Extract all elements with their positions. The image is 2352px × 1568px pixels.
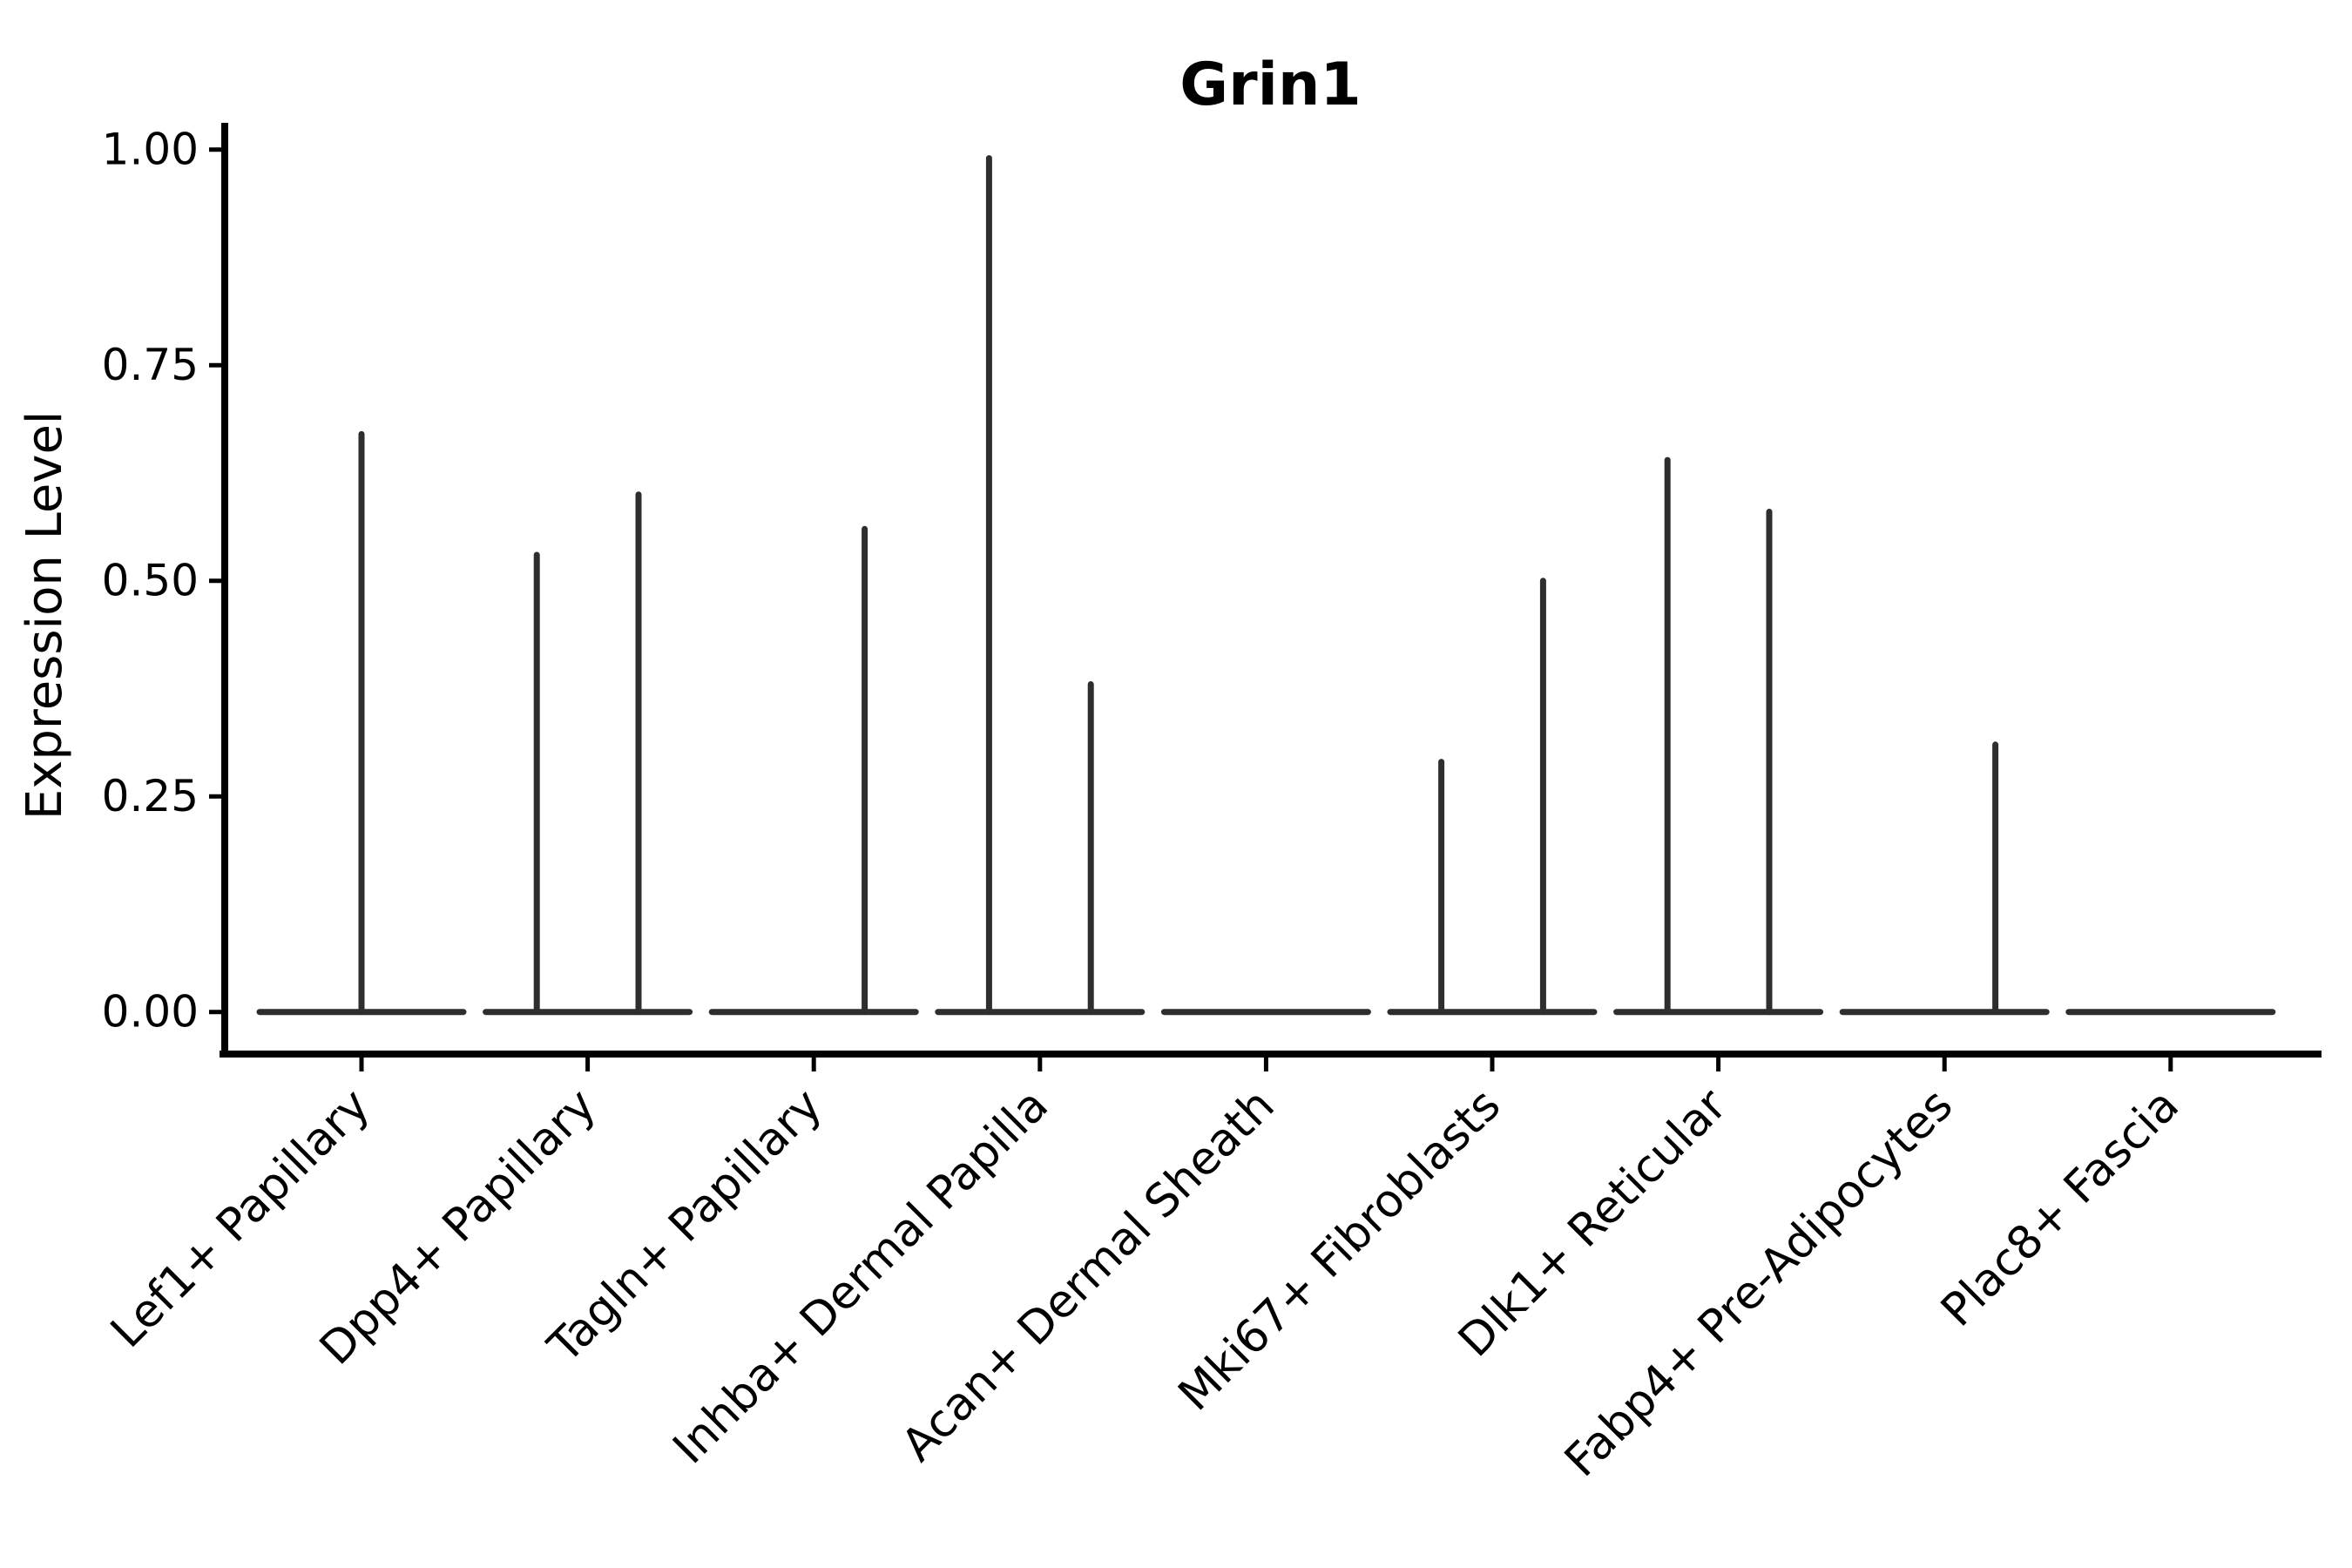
- y-axis-label: Expression Level: [17, 411, 73, 821]
- chart-title: Grin1: [1179, 51, 1361, 119]
- x-tick-label: Acan+ Dermal Sheath: [892, 1079, 1285, 1472]
- x-tick-label: Plac8+ Fascia: [1931, 1079, 2189, 1337]
- y-tick-label: 0.00: [102, 987, 199, 1037]
- x-tick-label: Fabp4+ Pre-Adipocytes: [1555, 1079, 1963, 1487]
- y-tick-label: 0.25: [102, 771, 199, 821]
- y-tick-label: 0.50: [102, 556, 199, 606]
- y-tick-label: 0.75: [102, 340, 199, 390]
- y-tick-label: 1.00: [102, 125, 199, 175]
- x-tick-label: Inhba+ Dermal Papilla: [664, 1079, 1058, 1474]
